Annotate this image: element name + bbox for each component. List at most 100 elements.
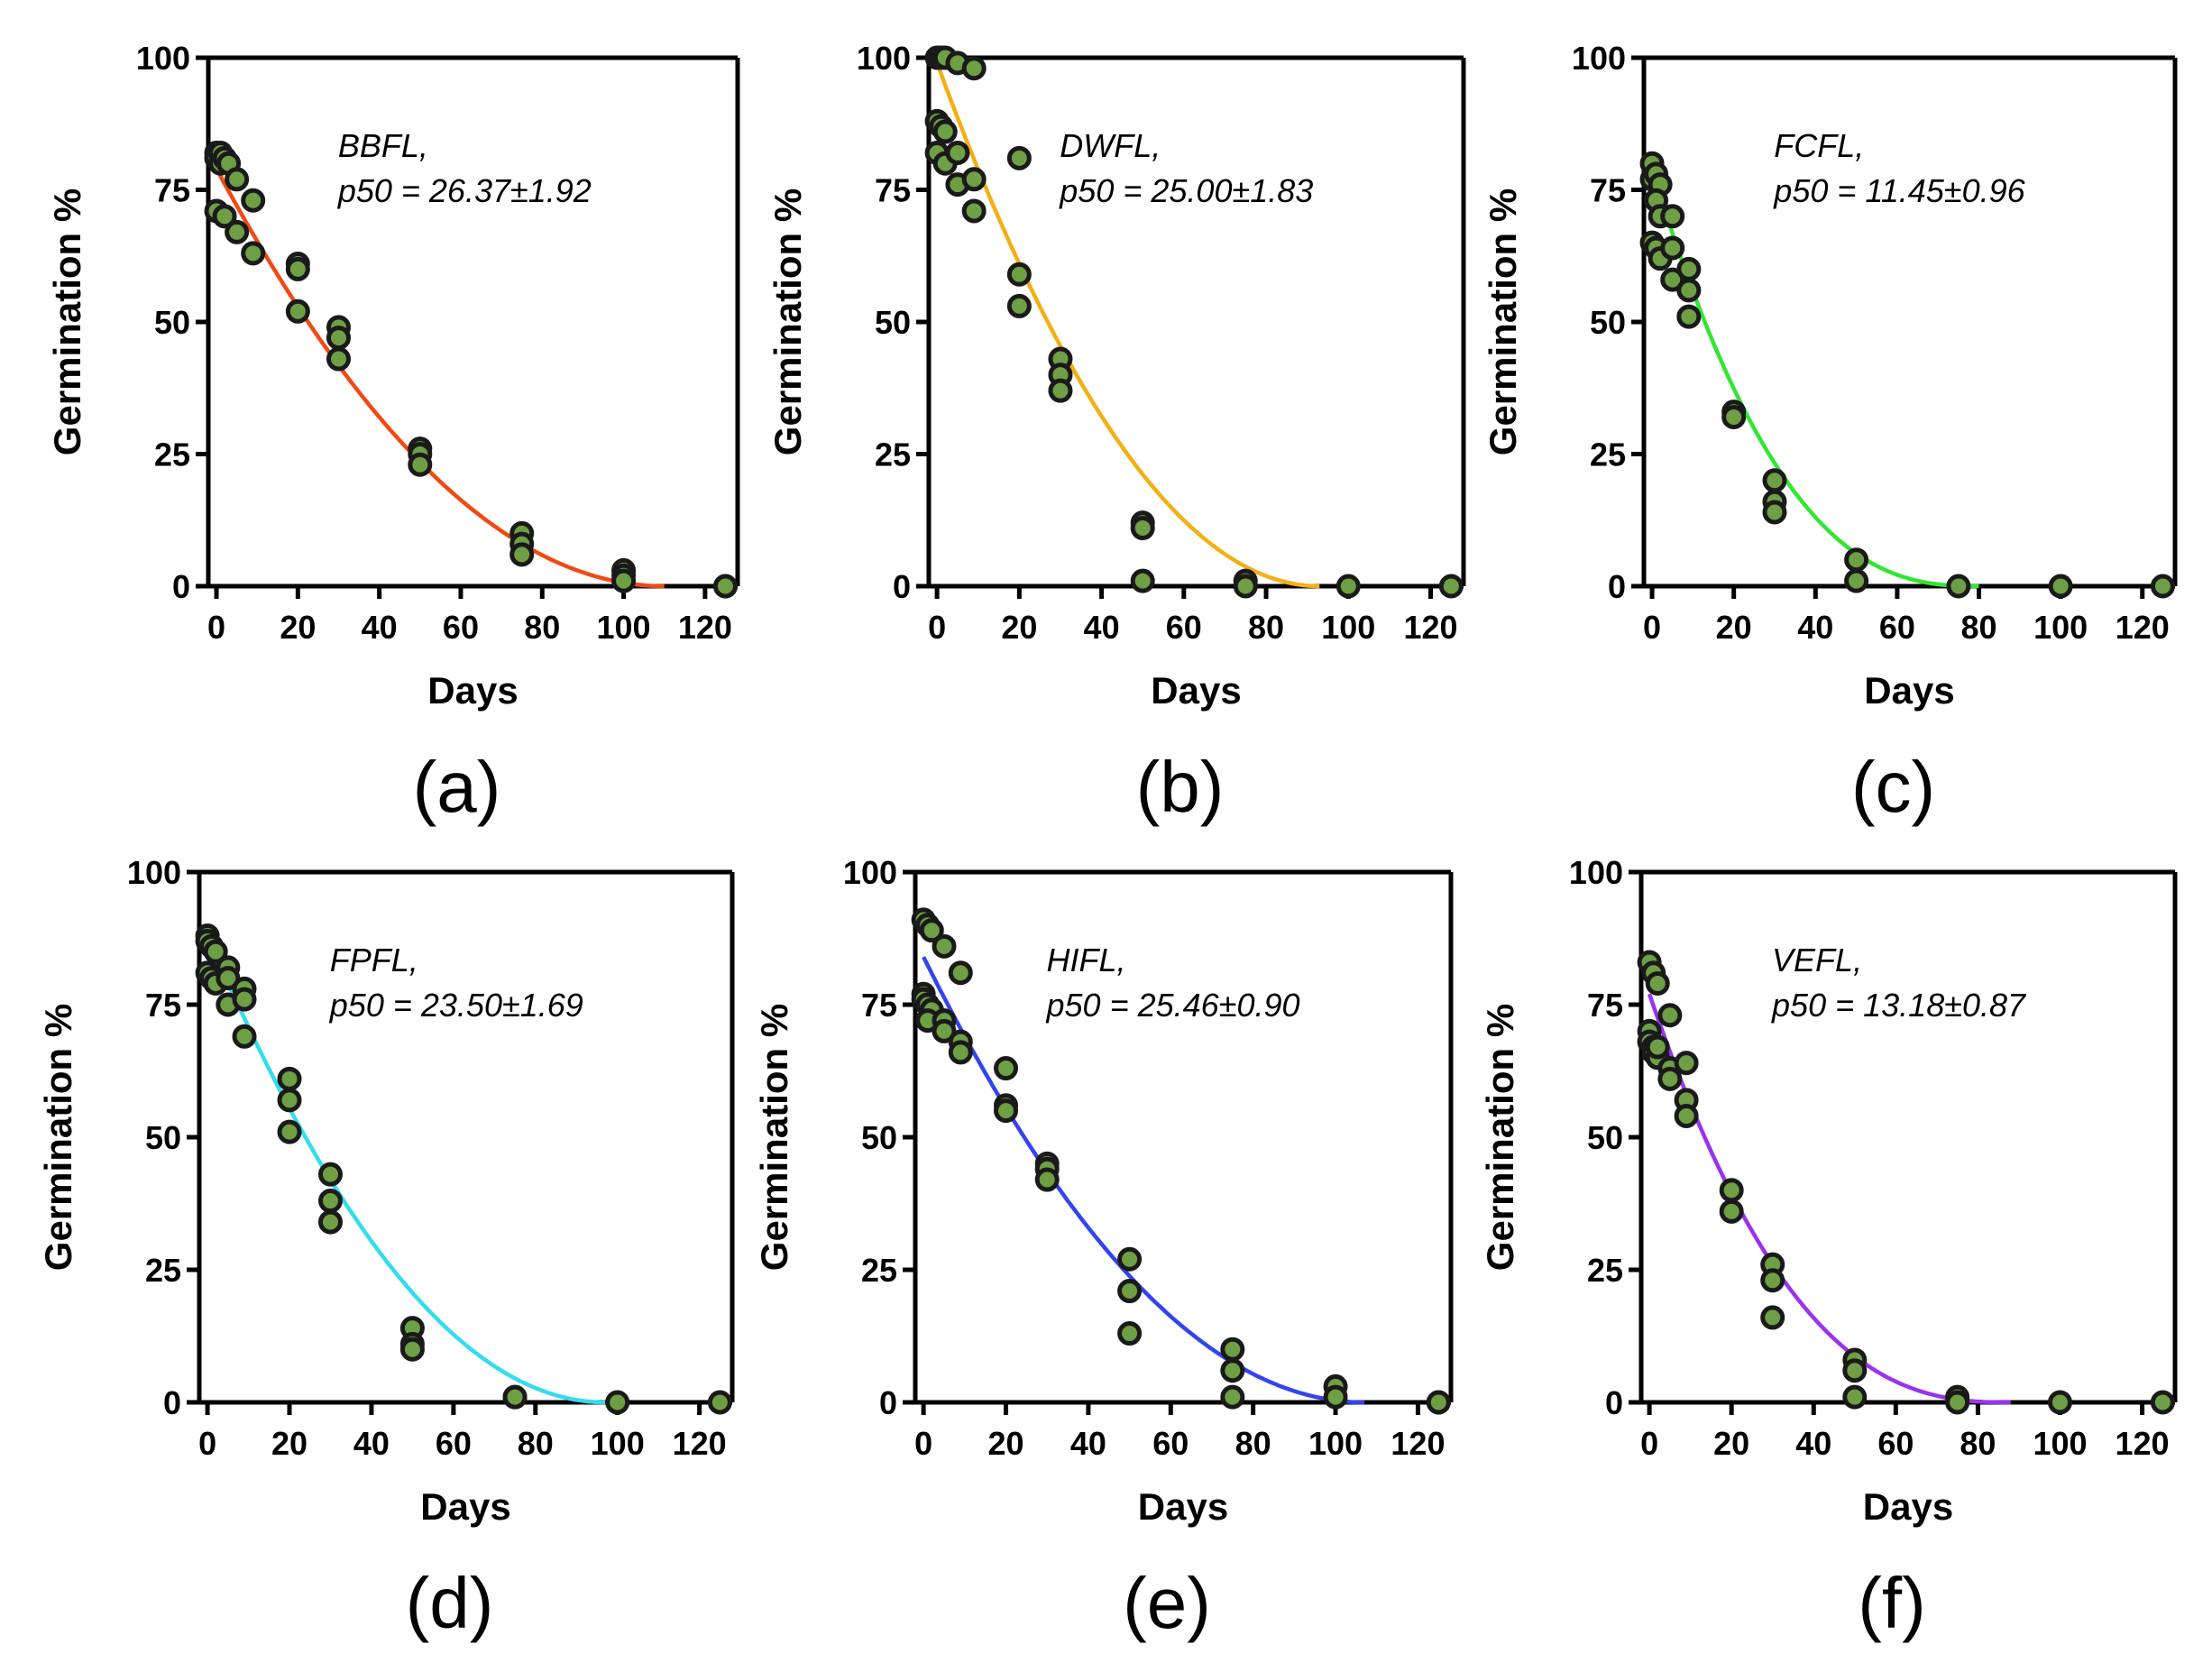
data-point — [1760, 1305, 1785, 1330]
data-point — [948, 960, 973, 986]
x-tick-label: 120 — [1391, 1425, 1445, 1462]
x-tick-label: 100 — [591, 1425, 645, 1462]
x-tick-label: 60 — [1877, 1425, 1914, 1462]
y-tick-label: 100 — [127, 854, 181, 891]
chart-panel-3: 0 25 50 75 100 0 20 40 60 80 100 120 Days Germination… — [1482, 40, 2178, 827]
y-tick-label: 25 — [154, 436, 190, 473]
x-tick-label: 80 — [1248, 609, 1284, 646]
y-tick-label: 25 — [145, 1252, 181, 1289]
y-tick-label: 50 — [1590, 304, 1626, 341]
data-point — [277, 1119, 302, 1144]
data-point — [285, 299, 310, 324]
x-tick-label: 120 — [678, 609, 732, 646]
data-point — [1719, 1199, 1744, 1224]
y-tick-label: 75 — [145, 987, 181, 1024]
x-tick-label: 60 — [436, 1425, 472, 1462]
data-point — [1117, 1246, 1143, 1272]
data-point — [216, 966, 241, 991]
data-point — [1842, 1384, 1868, 1410]
data-point — [1335, 574, 1361, 599]
x-tick-label: 0 — [1643, 609, 1661, 646]
x-tick-label: 80 — [524, 609, 560, 646]
fit-annotation: p50 = 11.45±0.96 — [1773, 172, 2025, 209]
fit-annotation: BBFL, — [338, 127, 428, 164]
fit-curve — [215, 168, 665, 589]
data-point — [1426, 1390, 1451, 1415]
fit-annotation: FPFL, — [330, 942, 418, 978]
data-point — [961, 198, 987, 224]
y-tick-label: 0 — [172, 568, 190, 605]
x-axis-title: Days — [1863, 1485, 1953, 1528]
data-point — [285, 256, 310, 281]
chart-panel-4: 0 25 50 75 100 0 20 40 60 80 100 120 Days Germination… — [37, 854, 735, 1643]
data-point — [707, 1390, 732, 1415]
data-point — [1117, 1321, 1143, 1346]
y-tick-label: 50 — [154, 304, 190, 341]
x-tick-label: 0 — [914, 1425, 932, 1462]
x-axis-title: Days — [1151, 669, 1241, 712]
y-tick-label: 100 — [136, 40, 190, 77]
y-tick-label: 100 — [843, 854, 897, 891]
data-point — [1048, 378, 1073, 403]
data-point — [225, 167, 250, 192]
fit-curve — [206, 934, 606, 1405]
y-axis-title: Germination % — [766, 188, 809, 455]
data-point — [1676, 278, 1702, 303]
data-point — [1719, 1178, 1744, 1203]
fit-curve — [1649, 168, 1979, 589]
data-point — [1660, 204, 1685, 229]
data-point — [326, 346, 351, 372]
data-point — [2048, 574, 2073, 599]
x-tick-label: 100 — [1321, 609, 1375, 646]
x-tick-label: 0 — [198, 1425, 216, 1462]
fit-annotation: HIFL, — [1047, 942, 1126, 978]
data-point — [1438, 574, 1464, 599]
data-point — [2150, 1390, 2175, 1415]
x-tick-label: 40 — [353, 1425, 390, 1462]
y-tick-label: 0 — [893, 568, 911, 605]
data-point — [1762, 500, 1787, 525]
y-axis-title: Germination % — [753, 1004, 795, 1271]
data-point — [277, 1088, 302, 1113]
panel-label: (c) — [1851, 747, 1935, 827]
y-axis-title: Germination % — [1479, 1004, 1521, 1271]
y-tick-label: 0 — [879, 1384, 897, 1421]
data-point — [1660, 267, 1685, 292]
x-tick-label: 120 — [2116, 609, 2170, 646]
x-tick-label: 40 — [1797, 609, 1833, 646]
data-point — [712, 574, 738, 599]
data-point — [241, 188, 266, 213]
x-tick-label: 100 — [597, 609, 651, 646]
x-tick-label: 80 — [1960, 1425, 1996, 1462]
y-tick-label: 75 — [861, 987, 897, 1024]
x-tick-label: 100 — [2033, 609, 2088, 646]
y-tick-label: 50 — [861, 1119, 897, 1156]
data-point — [241, 241, 266, 266]
data-point — [1645, 1034, 1670, 1060]
x-tick-label: 20 — [987, 1425, 1023, 1462]
data-point — [1233, 574, 1258, 599]
y-tick-label: 100 — [857, 40, 911, 77]
data-point — [961, 167, 987, 192]
data-point — [1117, 1279, 1143, 1304]
y-tick-label: 0 — [1608, 568, 1626, 605]
panel-label: (d) — [406, 1563, 494, 1643]
data-point — [1645, 970, 1670, 996]
data-point — [408, 452, 433, 477]
data-point — [1130, 568, 1155, 593]
x-tick-label: 20 — [1716, 609, 1752, 646]
x-tick-label: 20 — [271, 1425, 307, 1462]
data-point — [399, 1337, 425, 1362]
data-point — [1760, 1268, 1785, 1293]
chart-panel-5: 0 25 50 75 100 0 20 40 60 80 100 120 Days Germination… — [753, 854, 1454, 1643]
data-point — [232, 987, 257, 1012]
x-axis-title: Days — [427, 669, 518, 712]
x-tick-label: 80 — [1960, 609, 1996, 646]
y-tick-label: 25 — [1590, 436, 1626, 473]
x-tick-label: 0 — [1640, 1425, 1658, 1462]
data-point — [1844, 568, 1869, 593]
y-tick-label: 75 — [1590, 172, 1626, 209]
data-point — [225, 219, 250, 244]
fit-annotation: p50 = 26.37±1.92 — [337, 172, 592, 209]
y-tick-label: 50 — [875, 304, 911, 341]
